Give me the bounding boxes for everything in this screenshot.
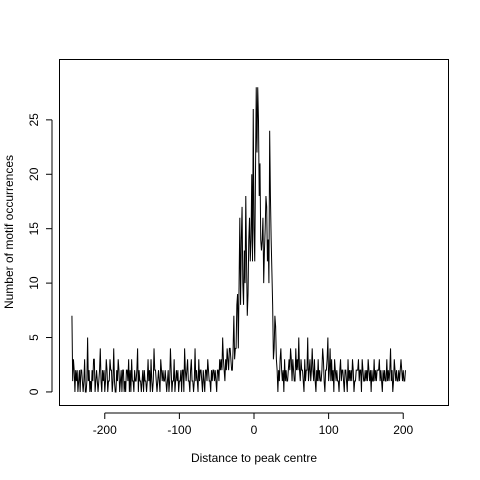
x-tick-label: 100 [319,423,339,437]
x-tick-label: -200 [93,423,117,437]
x-tick-label: 0 [251,423,258,437]
x-tick-label: -100 [167,423,191,437]
x-tick-label: 200 [393,423,413,437]
y-axis-label: Number of motif occurrences [2,155,16,309]
y-tick-label: 20 [27,167,41,181]
y-tick-label: 25 [27,113,41,127]
y-tick-label: 10 [27,276,41,290]
plot-border [59,59,449,406]
y-tick-label: 15 [27,222,41,236]
y-tick-label: 0 [27,388,41,395]
y-tick-label: 5 [27,334,41,341]
x-axis-label: Distance to peak centre [191,451,317,465]
x-axis: -200 -100 0 100 200 [93,412,414,437]
series-line [71,87,406,393]
y-axis: 0 5 10 15 20 25 [27,113,53,395]
